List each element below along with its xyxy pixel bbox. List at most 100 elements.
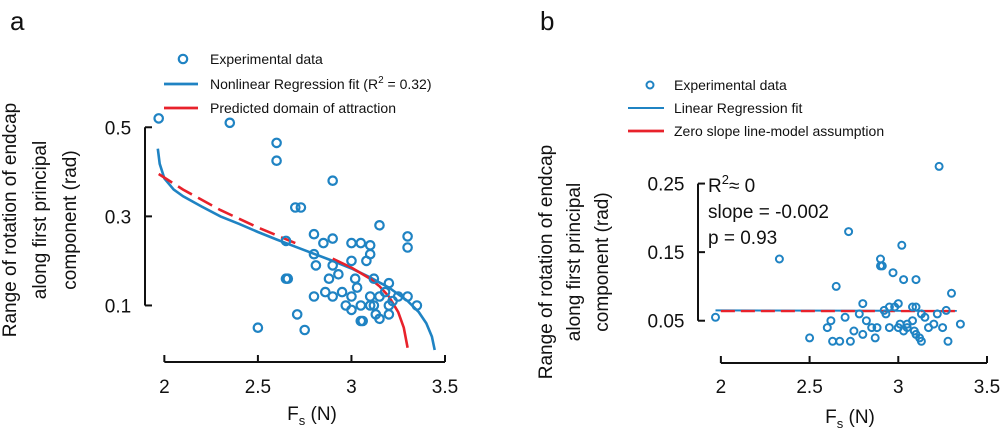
data-point bbox=[911, 275, 921, 285]
data-point bbox=[308, 228, 320, 240]
data-point bbox=[929, 319, 939, 329]
panel-a-x-axis: 2 2.5 3 3.5 bbox=[159, 355, 458, 398]
legend-b-points-swatch bbox=[645, 80, 655, 90]
data-point bbox=[346, 304, 357, 316]
x-tick-label: 2 bbox=[159, 377, 170, 398]
panel-a-ylabel-line-1: Range of rotation of endcap bbox=[0, 103, 21, 338]
data-point bbox=[932, 309, 942, 319]
panel-a-marks bbox=[153, 113, 436, 351]
data-point bbox=[289, 202, 301, 213]
data-point bbox=[902, 323, 912, 333]
panel-a-legend: Experimental data Nonlinear Regression f… bbox=[164, 51, 432, 116]
y-tick-label: 0.5 bbox=[105, 118, 131, 139]
x-tick-label: 2.5 bbox=[796, 377, 822, 398]
panel-b-chart: 0.05 0.15 0.25 2 2.5 3 3.5 Range of rotation … bbox=[536, 77, 1000, 431]
panel-b-marks bbox=[711, 161, 965, 346]
legend-a-fit-label: Nonlinear Regression fit (R2 = 0.32) bbox=[210, 75, 432, 92]
data-point bbox=[955, 319, 965, 329]
data-point bbox=[881, 309, 891, 319]
data-point bbox=[908, 302, 917, 312]
panel-a-y-axis-label: Range of rotation of endcap along first … bbox=[0, 103, 81, 338]
nonlinear-fit-line bbox=[156, 148, 436, 351]
data-point bbox=[888, 268, 898, 278]
data-point bbox=[877, 261, 887, 271]
data-point bbox=[943, 336, 953, 346]
data-point bbox=[402, 291, 413, 302]
legend-a-points-label: Experimental data bbox=[210, 51, 323, 67]
data-point bbox=[310, 260, 322, 271]
x-tick-label: 2.5 bbox=[245, 377, 271, 398]
panel-b-stats: R2≈ 0 slope = -0.002 p = 0.93 bbox=[708, 172, 829, 249]
y-tick-label: 0.25 bbox=[648, 175, 685, 196]
data-point bbox=[872, 323, 882, 333]
data-point bbox=[835, 336, 845, 346]
data-point bbox=[858, 299, 868, 309]
data-point bbox=[402, 231, 413, 242]
y-tick-label: 0.1 bbox=[105, 296, 131, 317]
data-point bbox=[844, 227, 854, 237]
data-point bbox=[911, 302, 921, 312]
data-point bbox=[374, 220, 385, 231]
panel-b-x-axis-label: Fs (N) bbox=[825, 407, 875, 431]
legend-a-points-swatch bbox=[177, 53, 189, 65]
panel-a-chart: 0.1 0.3 0.5 2 2.5 3 3.5 Range of rotation of … bbox=[0, 51, 458, 428]
data-point bbox=[291, 309, 303, 320]
data-point bbox=[299, 324, 310, 336]
predicted-domain-solid bbox=[332, 257, 409, 349]
data-point bbox=[355, 300, 367, 311]
data-point bbox=[351, 282, 363, 293]
data-point bbox=[916, 336, 926, 346]
data-point bbox=[854, 309, 864, 319]
data-point bbox=[153, 113, 164, 124]
panel-a-ylabel-line-3: component (rad) bbox=[60, 150, 81, 289]
panel-b-x-axis: 2 2.5 3 3.5 bbox=[716, 356, 1000, 398]
data-point bbox=[295, 202, 307, 213]
data-point bbox=[357, 315, 368, 327]
data-point bbox=[280, 235, 292, 247]
data-point bbox=[858, 329, 868, 339]
x-tick-label: 2 bbox=[716, 377, 727, 398]
data-point bbox=[411, 300, 423, 311]
y-tick-label: 0.3 bbox=[105, 207, 131, 228]
data-point bbox=[831, 281, 841, 291]
data-point bbox=[867, 323, 877, 333]
data-point bbox=[826, 316, 836, 326]
data-point bbox=[327, 175, 338, 186]
x-tick-label: 3 bbox=[346, 377, 357, 398]
legend-b-zero-label: Zero slope line-model assumption bbox=[674, 123, 884, 139]
x-tick-label: 3.5 bbox=[974, 377, 1000, 398]
data-point bbox=[327, 233, 338, 244]
data-point bbox=[327, 291, 338, 302]
data-point bbox=[822, 323, 832, 333]
data-point bbox=[920, 312, 930, 322]
data-point bbox=[349, 273, 361, 284]
panel-b-y-axis-label: Range of rotation of endcap along first … bbox=[536, 145, 613, 380]
data-point bbox=[319, 286, 331, 298]
data-point bbox=[308, 248, 320, 260]
stats-r2: R2≈ 0 bbox=[708, 172, 755, 197]
legend-b-fit-label: Linear Regression fit bbox=[674, 100, 803, 116]
panel-b-ylabel-line-1: Range of rotation of endcap bbox=[536, 145, 557, 380]
data-point bbox=[840, 312, 850, 322]
predicted-domain-dashed bbox=[157, 172, 296, 245]
data-point bbox=[374, 313, 385, 325]
data-point bbox=[282, 273, 294, 284]
data-point bbox=[327, 260, 338, 271]
data-point bbox=[774, 254, 784, 264]
panel-a-letter: a bbox=[10, 6, 25, 36]
data-point bbox=[364, 300, 376, 311]
data-point bbox=[252, 322, 264, 333]
data-point bbox=[379, 286, 391, 298]
data-point bbox=[346, 291, 357, 302]
data-point bbox=[828, 336, 838, 346]
x-tick-label: 3 bbox=[893, 377, 904, 398]
panel-a-ylabel-line-2: along first principal bbox=[30, 141, 51, 299]
data-point bbox=[884, 302, 894, 312]
data-point bbox=[271, 137, 282, 149]
data-point bbox=[368, 273, 380, 284]
panel-b-ylabel-line-3: component (rad) bbox=[592, 192, 613, 331]
data-point bbox=[893, 299, 903, 309]
data-point bbox=[805, 333, 815, 343]
y-tick-label: 0.05 bbox=[648, 312, 685, 333]
